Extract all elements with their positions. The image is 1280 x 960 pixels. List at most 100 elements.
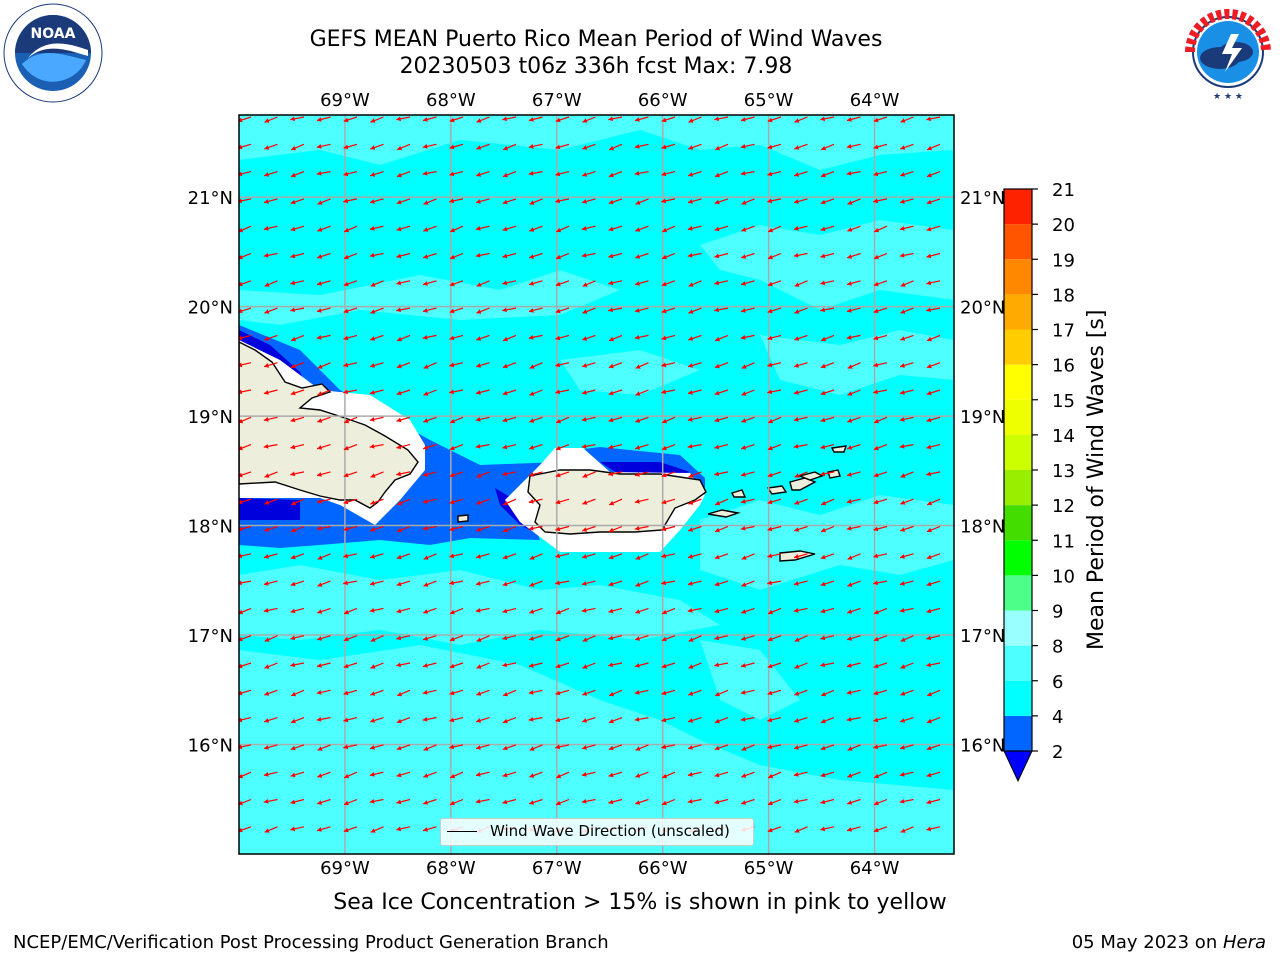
wind-arrow (264, 307, 278, 314)
wind-arrow (343, 198, 358, 204)
wind-arrow (449, 471, 464, 478)
wind-arrow (767, 362, 782, 368)
wind-arrow (528, 689, 543, 695)
wind-arrow (767, 143, 782, 150)
wind-arrow (661, 498, 676, 505)
wind-arrow (343, 553, 358, 559)
wind-arrow (449, 689, 464, 696)
wind-arrow (343, 280, 358, 287)
wind-arrow (263, 443, 278, 449)
lon-label-top: 66°W (638, 90, 688, 111)
wind-arrow (449, 798, 464, 806)
map-panel (239, 115, 954, 854)
wind-arrow (263, 553, 278, 559)
wind-arrow (475, 171, 490, 177)
wind-arrow (714, 116, 729, 122)
colorbar-segment (1004, 680, 1032, 716)
lat-label-right: 20°N (960, 298, 1005, 319)
wind-arrow (846, 334, 861, 340)
wind-arrow (741, 225, 755, 232)
wind-arrow (502, 143, 517, 151)
wind-arrow (767, 252, 782, 260)
wind-arrow (555, 662, 570, 669)
wind-arrow (582, 498, 596, 505)
wind-arrow (688, 143, 702, 150)
wind-arrow (634, 280, 649, 286)
wind-arrow (820, 771, 835, 778)
wind-arrow (899, 171, 914, 177)
colorbar-label: Mean Period of Wind Waves [s] (1084, 309, 1109, 650)
wind-arrow (423, 744, 437, 751)
colorbar-tick-label: 15 (1052, 391, 1075, 412)
wind-arrow (582, 116, 596, 123)
wind-arrow (555, 334, 570, 341)
wind-arrow (740, 280, 755, 286)
wind-arrow (873, 143, 888, 150)
lon-label-bottom: 64°W (850, 858, 900, 879)
wind-arrow (263, 607, 278, 613)
wind-arrow (793, 389, 808, 395)
wind-arrow (449, 171, 464, 177)
wind-arrow (714, 498, 729, 506)
wind-arrow (608, 198, 623, 205)
wind-arrow (502, 444, 517, 450)
wind-arrow (475, 607, 490, 613)
wind-arrow (767, 198, 782, 204)
wind-arrow (767, 580, 782, 586)
wind-arrow (873, 334, 888, 341)
wind-wave-arrows (239, 116, 941, 833)
wind-arrow (608, 662, 623, 668)
wind-arrow (475, 798, 490, 804)
wind-arrow (555, 252, 570, 260)
wind-arrow (926, 280, 941, 286)
wind-arrow (634, 307, 649, 313)
wind-arrow (608, 334, 623, 342)
wind-arrow (370, 471, 384, 478)
wind-arrow (582, 689, 596, 696)
wind-arrow (239, 471, 252, 478)
wind-arrow (263, 362, 278, 368)
wind-arrow (343, 334, 358, 341)
wind-arrow (316, 826, 331, 832)
wind-arrow (528, 635, 543, 641)
wind-arrow (687, 580, 702, 586)
wind-arrow (555, 171, 570, 177)
wind-arrow (820, 362, 835, 369)
footer-date-text: 05 May 2023 on (1071, 932, 1223, 953)
wind-arrow (263, 416, 278, 422)
wind-arrow (396, 143, 411, 151)
wind-arrow (555, 771, 570, 779)
wind-arrow (820, 689, 835, 697)
wind-arrow (847, 771, 861, 778)
wind-arrow (714, 471, 729, 477)
wind-arrow (926, 471, 941, 477)
wind-arrow (634, 689, 649, 695)
colorbar-extend-triangle (1003, 750, 1033, 783)
wind-arrow (873, 553, 888, 559)
wind-arrow (926, 171, 941, 178)
wind-arrow (820, 471, 835, 477)
wind-arrow (502, 334, 517, 342)
wind-arrow (502, 607, 517, 614)
wind-arrow (555, 362, 570, 368)
wind-arrow (846, 689, 861, 695)
wind-arrow (263, 744, 278, 750)
wind-arrow (343, 171, 358, 177)
wind-arrow (767, 171, 782, 177)
wind-arrow (423, 553, 437, 560)
wind-arrow (741, 744, 755, 751)
wind-arrow (899, 389, 914, 395)
wind-arrow (316, 689, 331, 695)
wind-arrow (290, 280, 305, 286)
wind-arrow (581, 771, 596, 777)
wind-arrow (608, 307, 623, 313)
wind-arrow (688, 662, 702, 669)
wind-arrow (767, 498, 782, 505)
wind-arrow (239, 771, 252, 779)
wind-arrow (634, 143, 649, 149)
wind-arrow (422, 280, 437, 286)
colorbar-tick-label: 6 (1052, 672, 1063, 693)
wind-arrow (290, 416, 305, 423)
wind-arrow (555, 416, 570, 424)
wind-arrow (635, 607, 649, 614)
